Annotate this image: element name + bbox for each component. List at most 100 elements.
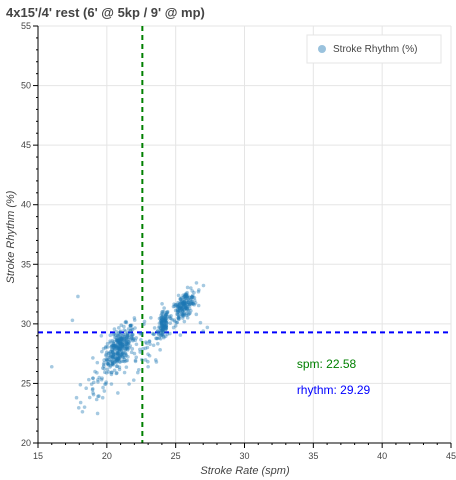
y-tick-label: 20	[21, 438, 31, 448]
data-point	[124, 359, 128, 363]
y-tick-label: 55	[21, 21, 31, 31]
data-point	[121, 354, 125, 359]
data-point	[177, 307, 182, 311]
data-point	[164, 326, 168, 331]
data-point	[176, 293, 181, 298]
data-point	[128, 329, 133, 334]
data-point	[125, 345, 129, 350]
data-point	[201, 283, 206, 288]
data-point	[183, 303, 188, 308]
data-point	[164, 320, 169, 325]
data-point	[119, 359, 124, 364]
data-point	[180, 316, 185, 320]
data-point	[181, 313, 186, 318]
data-point	[178, 301, 182, 306]
data-point	[163, 324, 168, 329]
data-point	[190, 301, 195, 305]
data-point	[185, 309, 190, 313]
data-point	[96, 378, 100, 382]
data-point	[182, 312, 187, 317]
data-point	[185, 295, 190, 300]
data-point	[146, 364, 150, 369]
data-point	[185, 315, 190, 320]
data-point	[124, 340, 128, 345]
data-point	[147, 353, 152, 358]
data-point	[104, 371, 109, 375]
data-point	[120, 343, 125, 348]
data-point	[138, 347, 142, 352]
data-point	[123, 352, 128, 357]
data-point	[126, 335, 131, 339]
x-tick-label: 45	[446, 451, 456, 461]
data-point	[112, 359, 117, 364]
data-point	[186, 312, 191, 317]
data-point	[179, 301, 184, 305]
data-point	[160, 332, 164, 337]
data-point	[138, 350, 142, 354]
data-point	[151, 332, 156, 337]
data-point	[100, 395, 105, 400]
data-point	[182, 301, 187, 305]
data-point	[164, 325, 169, 330]
y-tick-label: 30	[21, 319, 31, 329]
x-tick-label: 20	[102, 451, 112, 461]
data-point	[177, 305, 182, 310]
data-point	[163, 312, 168, 317]
data-point	[175, 312, 179, 316]
data-point	[186, 300, 191, 305]
data-point	[151, 343, 156, 348]
data-point	[184, 293, 189, 298]
data-point	[189, 295, 194, 300]
data-point	[124, 365, 129, 369]
data-point	[184, 306, 188, 311]
data-point	[120, 340, 125, 345]
data-point	[191, 302, 195, 306]
y-tick-label: 45	[21, 140, 31, 150]
data-point	[198, 320, 203, 325]
data-point	[117, 367, 122, 372]
data-point	[159, 321, 163, 326]
data-point	[176, 304, 181, 309]
data-point	[119, 333, 123, 338]
data-point	[161, 318, 166, 323]
data-point	[180, 308, 185, 313]
data-point	[163, 325, 168, 329]
data-point	[174, 302, 178, 307]
data-point	[161, 323, 165, 328]
annotations: spm: 22.58 rhythm: 29.29	[297, 357, 371, 397]
data-point	[170, 318, 175, 322]
data-point	[118, 342, 123, 346]
data-point	[122, 335, 127, 339]
data-point	[176, 302, 180, 307]
data-point	[76, 294, 80, 299]
data-point	[186, 308, 191, 313]
data-point	[182, 302, 186, 306]
data-point	[173, 319, 177, 324]
data-point	[165, 332, 170, 336]
data-point	[107, 355, 112, 360]
data-point	[161, 316, 166, 321]
data-point	[164, 318, 169, 323]
data-point	[185, 306, 189, 311]
data-point	[123, 347, 128, 351]
data-point	[176, 315, 181, 320]
data-point	[120, 344, 125, 348]
data-point	[117, 365, 122, 369]
data-point	[163, 329, 168, 333]
data-point	[179, 296, 184, 300]
data-point	[122, 342, 126, 347]
data-point	[109, 370, 114, 375]
data-point	[111, 350, 115, 354]
data-point	[159, 324, 164, 328]
legend[interactable]: Stroke Rhythm (%)	[306, 34, 442, 64]
data-point	[160, 333, 164, 338]
data-point	[121, 345, 126, 349]
y-tick-label: 50	[21, 81, 31, 91]
data-point	[129, 336, 134, 341]
data-point	[103, 382, 107, 387]
data-point	[192, 302, 197, 307]
data-point	[133, 338, 138, 343]
data-point	[128, 323, 133, 328]
data-point	[122, 355, 127, 360]
data-point	[117, 340, 122, 345]
